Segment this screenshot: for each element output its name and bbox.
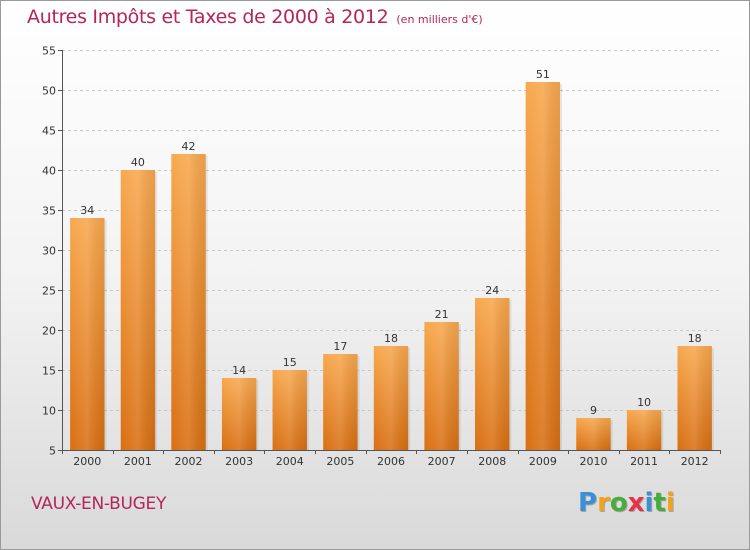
y-tick-label: 35 — [42, 205, 56, 218]
bar-highlight — [626, 410, 662, 450]
y-tick-label: 40 — [42, 165, 56, 178]
logo-letter: P — [578, 488, 598, 518]
x-tick-label-2009: 2009 — [529, 455, 557, 468]
y-tick-label: 20 — [42, 325, 56, 338]
chart-title-text: Autres Impôts et Taxes de 2000 à 2012 — [27, 6, 389, 28]
y-tick-label: 15 — [42, 365, 56, 378]
value-label-2003: 14 — [232, 364, 246, 377]
y-tick-label: 55 — [42, 45, 56, 58]
logo-letter: t — [653, 488, 666, 518]
value-label-2009: 51 — [536, 68, 550, 81]
value-label-2004: 15 — [283, 356, 297, 369]
bar-highlight — [475, 298, 510, 450]
logo-letter: i — [644, 488, 654, 518]
value-label-2007: 21 — [435, 308, 449, 321]
x-tick-label-2010: 2010 — [579, 455, 607, 468]
proxiti-logo: Proxiti — [578, 488, 675, 518]
value-label-2012: 18 — [688, 332, 702, 345]
bar-highlight — [677, 346, 712, 450]
value-label-2008: 24 — [485, 284, 499, 297]
x-tick-label-2002: 2002 — [175, 455, 203, 468]
bar-highlight — [70, 218, 105, 450]
bars — [70, 82, 714, 450]
bar-highlight — [171, 154, 206, 450]
value-label-2000: 34 — [80, 204, 94, 217]
x-tick-label-2007: 2007 — [428, 455, 456, 468]
value-label-2001: 40 — [131, 156, 145, 169]
value-label-2011: 10 — [637, 396, 651, 409]
x-tick-label-2003: 2003 — [225, 455, 253, 468]
bar-highlight — [373, 346, 409, 450]
x-tick-label-2005: 2005 — [326, 455, 354, 468]
y-tick-label: 25 — [42, 285, 56, 298]
y-tick-label: 10 — [42, 405, 56, 418]
x-tick-label-2001: 2001 — [124, 455, 152, 468]
logo-letter: r — [597, 488, 610, 518]
axes — [58, 50, 721, 454]
x-tick-label-2000: 2000 — [73, 455, 101, 468]
logo-letter: x — [627, 488, 645, 518]
bar-highlight — [525, 82, 561, 450]
bar-highlight — [424, 322, 459, 450]
x-tick-label-2006: 2006 — [377, 455, 405, 468]
logo-letter: i — [665, 488, 675, 518]
logo-letter: o — [609, 488, 628, 518]
location-label: VAUX-EN-BUGEY — [31, 494, 167, 514]
x-tick-label-2012: 2012 — [681, 455, 709, 468]
x-tick-label-2008: 2008 — [478, 455, 506, 468]
y-tick-label: 30 — [42, 245, 56, 258]
value-label-2005: 17 — [333, 340, 347, 353]
value-label-2002: 42 — [182, 140, 196, 153]
bar-highlight — [323, 354, 358, 450]
y-tick-label: 5 — [49, 445, 56, 458]
value-label-2010: 9 — [590, 404, 597, 417]
x-tick-label-2004: 2004 — [276, 455, 304, 468]
y-tick-label: 50 — [42, 85, 56, 98]
x-tick-label-2011: 2011 — [630, 455, 658, 468]
value-label-2006: 18 — [384, 332, 398, 345]
bar-highlight — [221, 378, 257, 450]
labels: 5 10 15 20 25 30 35 40 45 50 55 34 2000 40 2001 42 2002 1… — [42, 45, 709, 469]
chart-title: Autres Impôts et Taxes de 2000 à 2012 (en… — [27, 6, 483, 28]
bar-highlight — [272, 370, 307, 450]
y-tick-label: 45 — [42, 125, 56, 138]
bar-highlight — [576, 418, 611, 450]
chart-subtitle: (en milliers d'€) — [396, 13, 483, 26]
bar-highlight — [120, 170, 156, 450]
